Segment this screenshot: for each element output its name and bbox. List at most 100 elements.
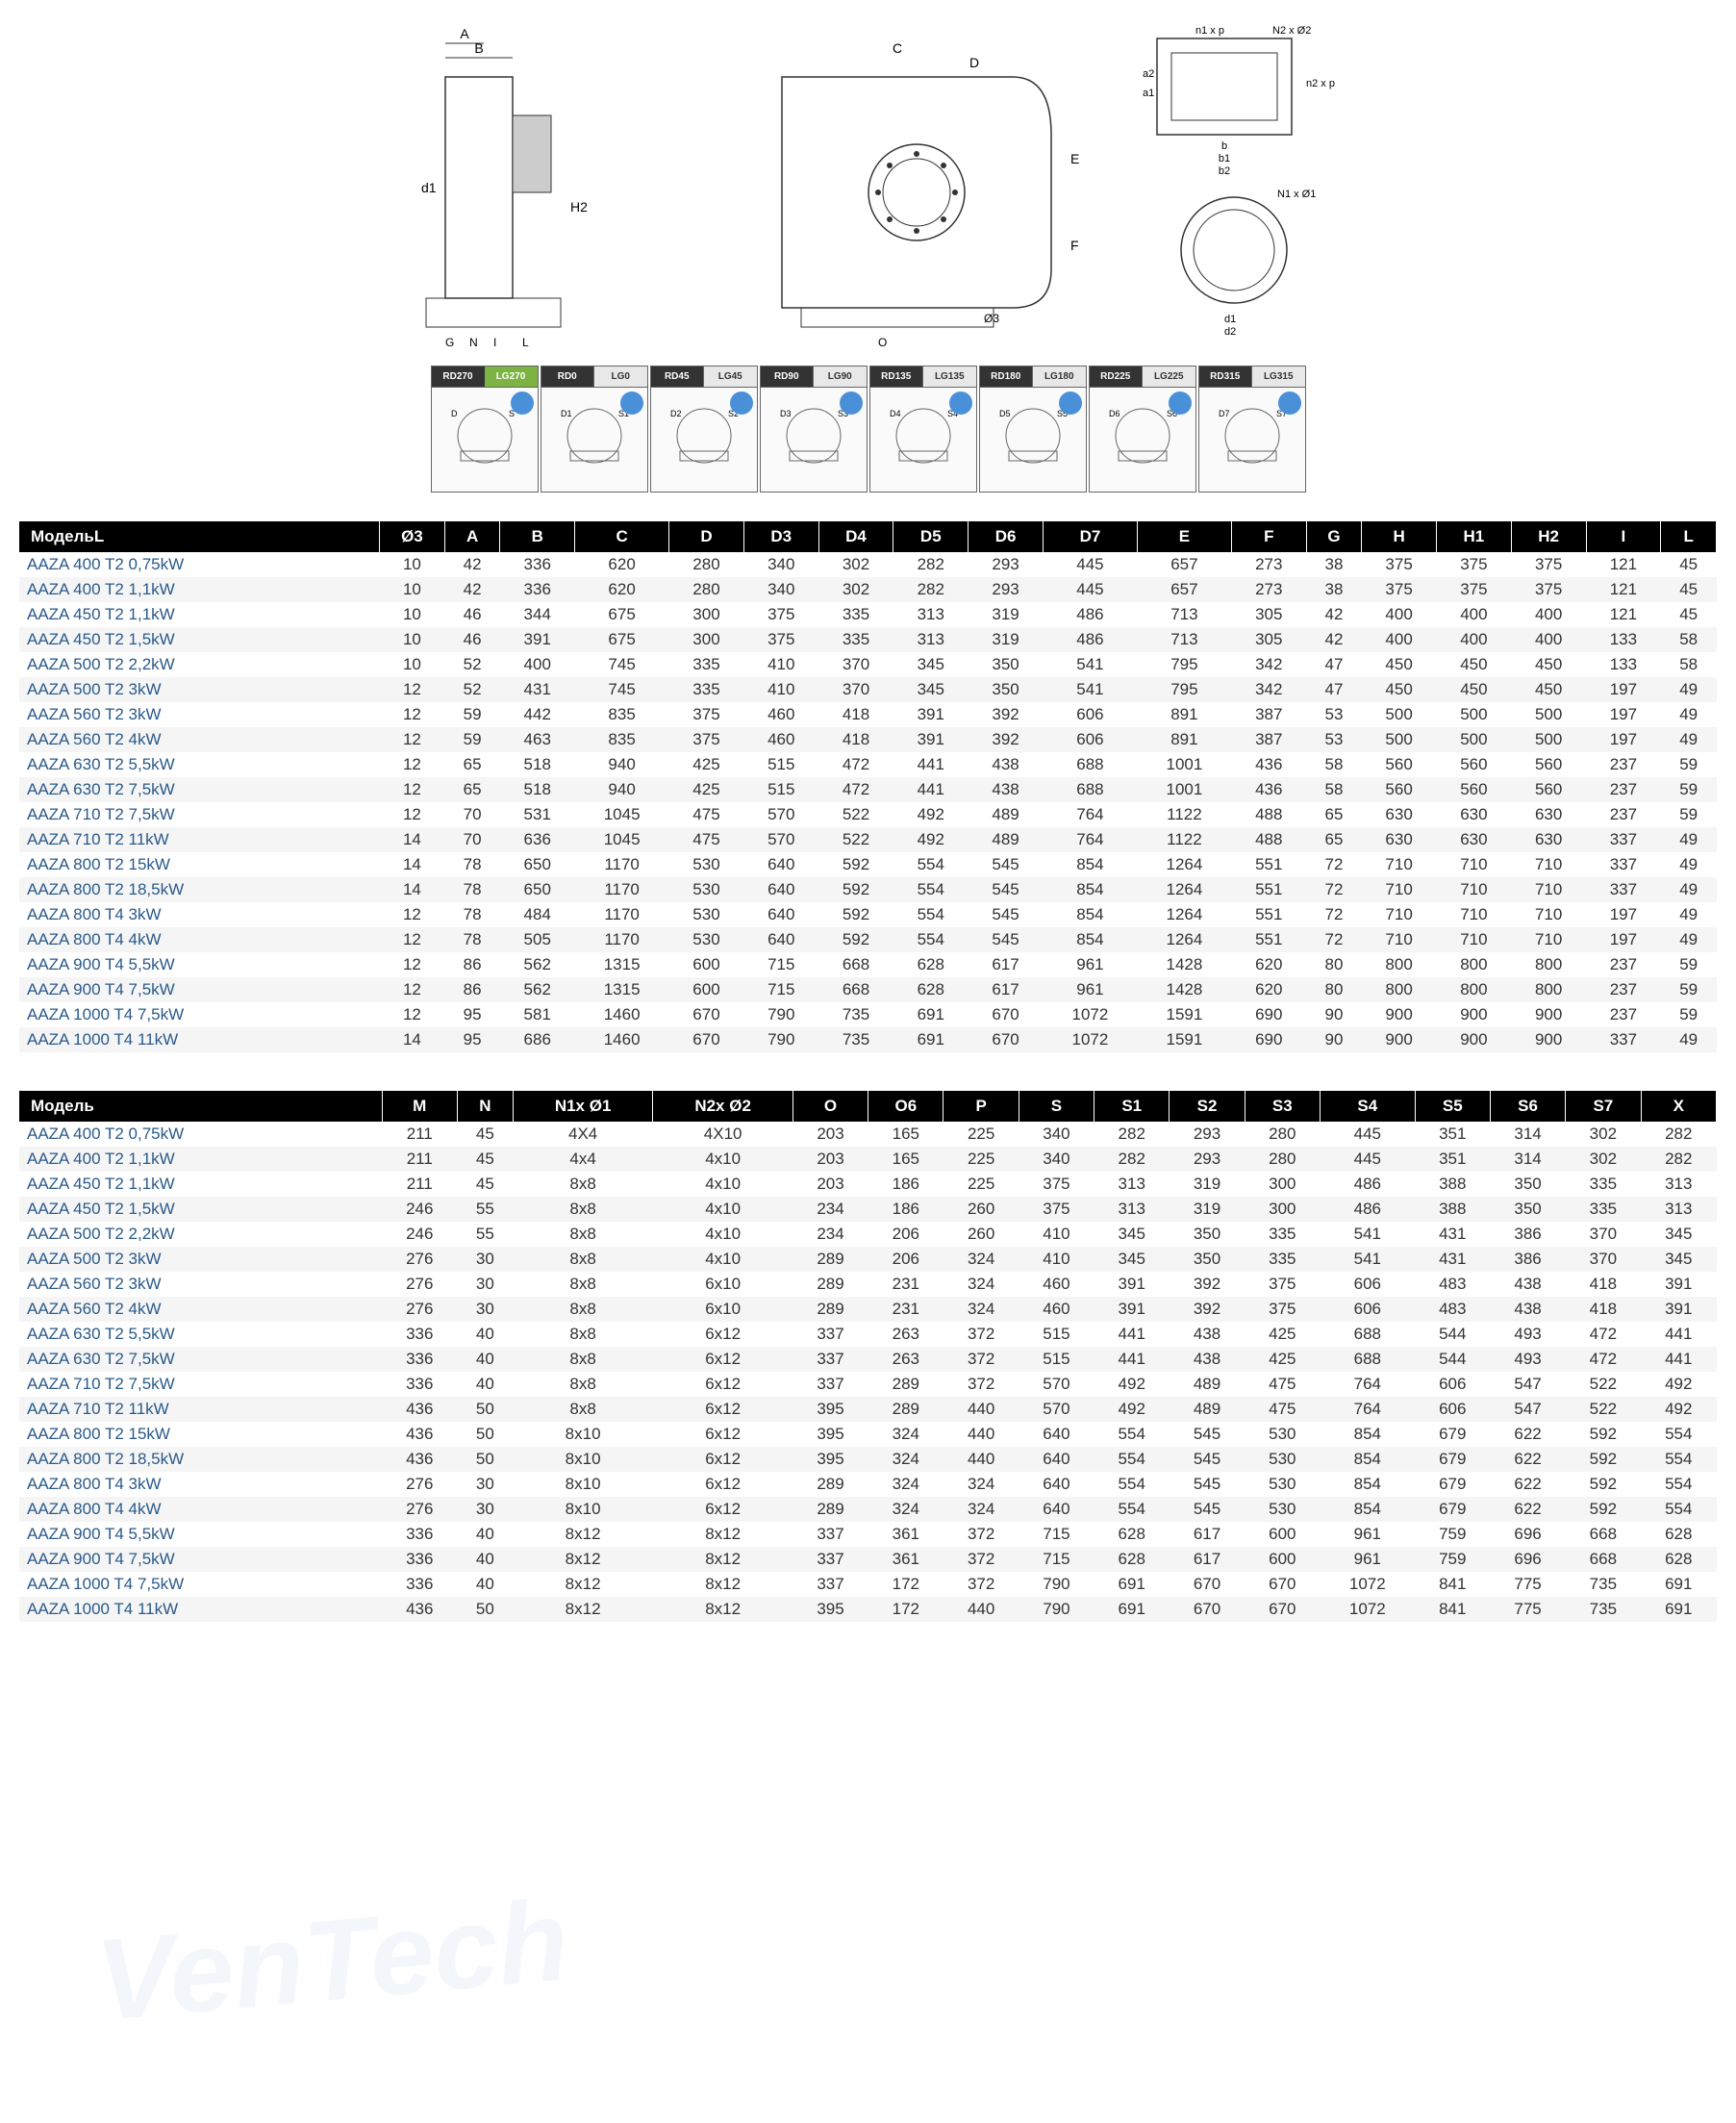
value-cell: 231 xyxy=(868,1272,943,1297)
value-cell: 14 xyxy=(380,1027,445,1052)
value-cell: 324 xyxy=(943,1472,1019,1497)
value-cell: 237 xyxy=(1586,802,1661,827)
value-cell: 640 xyxy=(1019,1422,1094,1447)
model-cell: AAZA 400 T2 1,1kW xyxy=(19,577,380,602)
value-cell: 72 xyxy=(1306,902,1362,927)
value-cell: 6x12 xyxy=(653,1472,793,1497)
orient-lg-label: LG180 xyxy=(1032,366,1086,388)
value-cell: 263 xyxy=(868,1322,943,1347)
value-cell: 547 xyxy=(1490,1372,1565,1397)
value-cell: 337 xyxy=(793,1347,868,1372)
value-cell: 657 xyxy=(1137,577,1231,602)
value-cell: 800 xyxy=(1511,952,1586,977)
value-cell: 628 xyxy=(893,977,969,1002)
value-cell: 1001 xyxy=(1137,752,1231,777)
value-cell: 50 xyxy=(457,1397,513,1422)
value-cell: 547 xyxy=(1490,1397,1565,1422)
value-cell: 361 xyxy=(868,1547,943,1572)
value-cell: 372 xyxy=(943,1372,1019,1397)
value-cell: 50 xyxy=(457,1422,513,1447)
value-cell: 59 xyxy=(444,702,500,727)
table-row: AAZA 450 T2 1,5kW10463916753003753353133… xyxy=(19,627,1717,652)
value-cell: 562 xyxy=(500,977,575,1002)
value-cell: 688 xyxy=(1043,777,1137,802)
value-cell: 795 xyxy=(1137,677,1231,702)
value-cell: 592 xyxy=(1566,1422,1641,1447)
value-cell: 581 xyxy=(500,1002,575,1027)
value-cell: 696 xyxy=(1490,1522,1565,1547)
value-cell: 630 xyxy=(1362,827,1437,852)
model-cell: AAZA 500 T2 3kW xyxy=(19,677,380,702)
value-cell: 545 xyxy=(969,902,1044,927)
value-cell: 172 xyxy=(868,1597,943,1622)
value-cell: 630 xyxy=(1511,802,1586,827)
value-cell: 345 xyxy=(1094,1222,1170,1247)
value-cell: 551 xyxy=(1231,927,1306,952)
value-cell: 1170 xyxy=(575,927,669,952)
value-cell: 335 xyxy=(818,627,893,652)
value-cell: 418 xyxy=(818,702,893,727)
value-cell: 551 xyxy=(1231,877,1306,902)
value-cell: 560 xyxy=(1362,777,1437,802)
value-cell: 337 xyxy=(793,1547,868,1572)
model-cell: AAZA 630 T2 7,5kW xyxy=(19,1347,382,1372)
dimensions-table-2: МодельMNN1x Ø1N2x Ø2OO6PSS1S2S3S4S5S6S7X… xyxy=(19,1091,1717,1622)
value-cell: 854 xyxy=(1043,927,1137,952)
col-header: D7 xyxy=(1043,521,1137,552)
value-cell: 530 xyxy=(1245,1422,1320,1447)
table-row: AAZA 630 T2 5,5kW12655189404255154724414… xyxy=(19,752,1717,777)
value-cell: 80 xyxy=(1306,977,1362,1002)
value-cell: 344 xyxy=(500,602,575,627)
value-cell: 554 xyxy=(1094,1447,1170,1472)
value-cell: 592 xyxy=(818,852,893,877)
value-cell: 14 xyxy=(380,827,445,852)
value-cell: 800 xyxy=(1437,952,1512,977)
value-cell: 260 xyxy=(943,1222,1019,1247)
value-cell: 560 xyxy=(1511,777,1586,802)
value-cell: 1428 xyxy=(1137,977,1231,1002)
col-header: D xyxy=(669,521,744,552)
value-cell: 395 xyxy=(793,1597,868,1622)
value-cell: 438 xyxy=(969,752,1044,777)
value-cell: 350 xyxy=(1170,1222,1245,1247)
front-view-diagram: C D E F Ø3 O P xyxy=(724,19,1090,346)
table-row: AAZA 1000 T4 11kW436508x128x123951724407… xyxy=(19,1597,1717,1622)
value-cell: 1315 xyxy=(575,952,669,977)
value-cell: 530 xyxy=(669,902,744,927)
value-cell: 370 xyxy=(818,677,893,702)
value-cell: 361 xyxy=(868,1522,943,1547)
model-cell: AAZA 450 T2 1,1kW xyxy=(19,602,380,627)
value-cell: 400 xyxy=(1437,602,1512,627)
model-cell: AAZA 800 T4 3kW xyxy=(19,1472,382,1497)
value-cell: 460 xyxy=(743,702,818,727)
svg-text:C: C xyxy=(892,40,901,56)
value-cell: 530 xyxy=(669,927,744,952)
value-cell: 425 xyxy=(1245,1322,1320,1347)
value-cell: 65 xyxy=(444,777,500,802)
value-cell: 900 xyxy=(1437,1002,1512,1027)
value-cell: 425 xyxy=(1245,1347,1320,1372)
value-cell: 410 xyxy=(743,677,818,702)
value-cell: 337 xyxy=(1586,852,1661,877)
svg-text:N: N xyxy=(469,336,478,346)
value-cell: 400 xyxy=(1362,627,1437,652)
value-cell: 600 xyxy=(1245,1522,1320,1547)
value-cell: 40 xyxy=(457,1547,513,1572)
value-cell: 628 xyxy=(1641,1547,1716,1572)
value-cell: 40 xyxy=(457,1522,513,1547)
value-cell: 472 xyxy=(1566,1322,1641,1347)
value-cell: 554 xyxy=(1641,1422,1716,1447)
value-cell: 282 xyxy=(1641,1122,1716,1147)
value-cell: 710 xyxy=(1437,927,1512,952)
table-row: AAZA 450 T2 1,1kW10463446753003753353133… xyxy=(19,602,1717,627)
value-cell: 640 xyxy=(1019,1472,1094,1497)
value-cell: 8x10 xyxy=(513,1422,653,1447)
value-cell: 438 xyxy=(1170,1322,1245,1347)
value-cell: 6x12 xyxy=(653,1447,793,1472)
value-cell: 854 xyxy=(1320,1447,1415,1472)
value-cell: 531 xyxy=(500,802,575,827)
model-cell: AAZA 710 T2 7,5kW xyxy=(19,1372,382,1397)
value-cell: 492 xyxy=(893,802,969,827)
value-cell: 640 xyxy=(1019,1497,1094,1522)
value-cell: 42 xyxy=(1306,602,1362,627)
